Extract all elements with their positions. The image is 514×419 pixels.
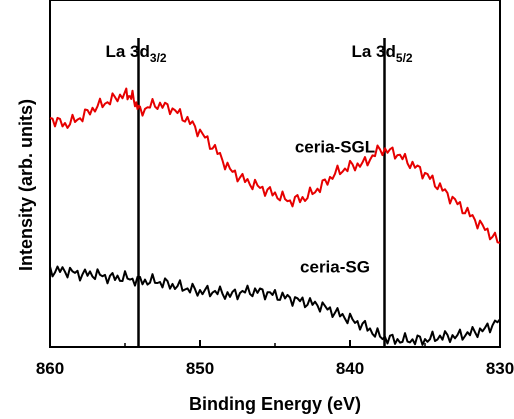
y-axis-label: Intensity (arb. units) (16, 99, 36, 271)
series-annotation-1: ceria-SGL (295, 138, 375, 157)
series-layer (49, 87, 501, 346)
x-axis-label: Binding Energy (eV) (189, 394, 361, 414)
reference-label-1: La 3d3/2 (106, 42, 167, 65)
series-line-ceria-SG (49, 265, 501, 346)
x-tick-label-830: 830 (486, 359, 514, 378)
reference-label-2: La 3d5/2 (352, 42, 413, 65)
x-ticks: 860 850 840 830 (36, 340, 514, 378)
x-tick-label-850: 850 (186, 359, 214, 378)
annotations: ceria-SGL ceria-SG (295, 138, 375, 277)
reference-lines: La 3d3/2 La 3d5/2 (106, 38, 413, 347)
x-tick-label-840: 840 (336, 359, 364, 378)
series-annotation-2: ceria-SG (300, 257, 370, 276)
series-line-ceria-SGL (49, 87, 501, 244)
x-tick-label-860: 860 (36, 359, 64, 378)
